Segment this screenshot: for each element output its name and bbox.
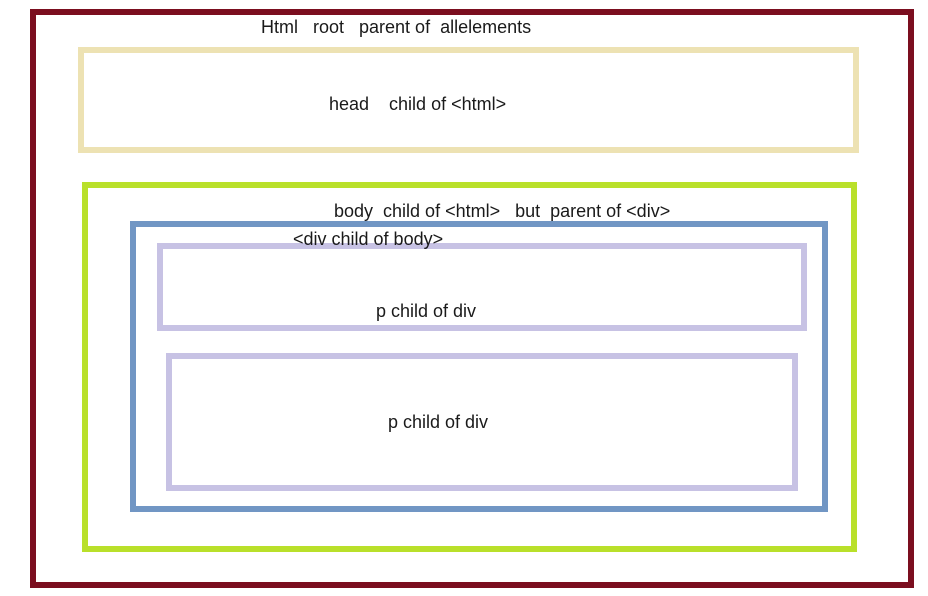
body-label: body child of <html> but parent of <div> (334, 201, 671, 221)
p-label-first: p child of div (376, 301, 477, 321)
p-box-second (166, 353, 798, 491)
html-root-box (30, 9, 914, 588)
head-label: head child of <html> (329, 94, 507, 114)
body-box (82, 182, 857, 552)
div-label: <div child of body> (293, 229, 444, 249)
p-label-second: p child of div (388, 412, 489, 432)
html-root-label: Html root parent of allelements (261, 17, 532, 37)
head-box (78, 47, 859, 153)
p-box-first (157, 243, 807, 331)
div-box (130, 221, 828, 512)
